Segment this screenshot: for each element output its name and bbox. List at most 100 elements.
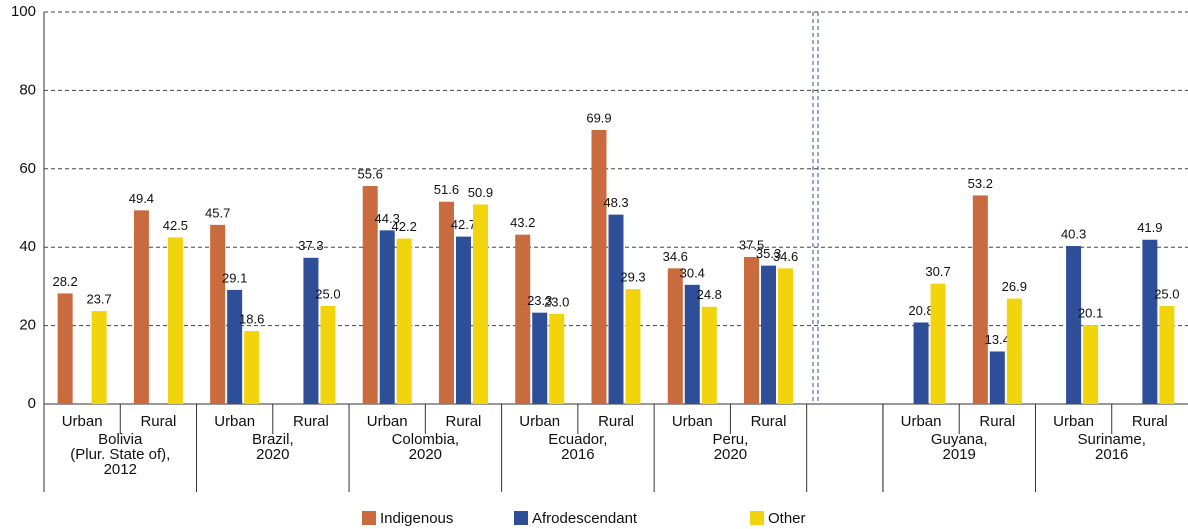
group-label: 2016 (561, 446, 594, 463)
value-label: 28.2 (52, 274, 77, 289)
bar (972, 195, 988, 404)
legend-swatch (362, 511, 376, 525)
value-label: 43.2 (510, 215, 535, 230)
bar (227, 289, 243, 404)
y-tick-label: 80 (19, 81, 36, 98)
value-label: 13.4 (985, 332, 1010, 347)
x-tick-label: Urban (901, 413, 942, 430)
bar (591, 129, 607, 404)
x-tick-label: Rural (1132, 413, 1168, 430)
bar (379, 230, 395, 404)
bar (133, 210, 149, 404)
value-label: 45.7 (205, 205, 230, 220)
bar (1159, 306, 1175, 404)
legend-swatch (750, 511, 764, 525)
value-label: 29.1 (222, 270, 247, 285)
bar (57, 293, 73, 404)
bar (761, 265, 777, 404)
bar (1083, 325, 1099, 404)
value-label: 24.8 (697, 287, 722, 302)
bar (684, 284, 700, 404)
group-label: Guyana, (931, 431, 988, 448)
value-label: 35.3 (756, 246, 781, 261)
value-label: 23.7 (86, 292, 111, 307)
group-label: Colombia, (392, 431, 460, 448)
x-tick-label: Rural (751, 413, 787, 430)
legend-label: Other (768, 510, 806, 527)
value-label: 23.3 (527, 293, 552, 308)
bar (1142, 239, 1158, 404)
x-tick-label: Rural (293, 413, 329, 430)
x-tick-label: Rural (140, 413, 176, 430)
bar (913, 322, 929, 404)
y-tick-label: 0 (28, 395, 36, 412)
value-label: 48.3 (603, 195, 628, 210)
bar (1066, 246, 1082, 404)
value-label: 25.0 (315, 286, 340, 301)
bar (472, 204, 488, 404)
value-label: 37.5 (739, 237, 764, 252)
bar (362, 186, 378, 404)
value-label: 50.9 (468, 185, 493, 200)
value-label: 42.7 (451, 217, 476, 232)
bar (778, 268, 794, 404)
y-tick-label: 40 (19, 238, 36, 255)
value-label: 41.9 (1137, 220, 1162, 235)
value-label: 53.2 (968, 176, 993, 191)
value-label: 20.8 (908, 303, 933, 318)
value-label: 30.4 (680, 265, 705, 280)
bar (1006, 298, 1022, 404)
group-label: Brazil, (252, 431, 294, 448)
group-label: Suriname, (1078, 431, 1146, 448)
group-label: 2012 (104, 461, 137, 478)
value-label: 25.0 (1154, 286, 1179, 301)
group-label: 2019 (943, 446, 976, 463)
bar (989, 351, 1005, 404)
bar (455, 236, 471, 404)
value-label: 34.6 (663, 249, 688, 264)
bar (438, 201, 454, 404)
bar (396, 238, 412, 404)
bar (744, 257, 760, 404)
x-tick-label: Urban (62, 413, 103, 430)
bar (320, 306, 336, 404)
value-label: 23.0 (544, 294, 569, 309)
bar (608, 214, 624, 404)
y-tick-label: 20 (19, 317, 36, 334)
value-label: 42.2 (392, 219, 417, 234)
group-label: (Plur. State of), (70, 446, 170, 463)
bar (303, 257, 319, 404)
legend-swatch (514, 511, 528, 525)
x-tick-label: Rural (446, 413, 482, 430)
bar (167, 237, 183, 404)
bar (701, 306, 717, 404)
bar (244, 331, 260, 404)
value-label: 26.9 (1002, 279, 1027, 294)
bar (625, 289, 641, 404)
bar (210, 224, 226, 404)
legend-label: Afrodescendant (532, 510, 638, 527)
x-tick-label: Rural (598, 413, 634, 430)
group-label: 2016 (1095, 446, 1128, 463)
bar (515, 234, 531, 404)
x-tick-label: Urban (519, 413, 560, 430)
group-label: 2020 (256, 446, 289, 463)
y-tick-label: 60 (19, 160, 36, 177)
bar (549, 313, 565, 404)
group-label: Peru, (712, 431, 748, 448)
bar (930, 283, 946, 404)
value-label: 55.6 (358, 166, 383, 181)
group-label: Ecuador, (548, 431, 607, 448)
group-label: 2020 (714, 446, 747, 463)
value-label: 69.9 (586, 110, 611, 125)
x-tick-label: Urban (1053, 413, 1094, 430)
value-label: 34.6 (773, 249, 798, 264)
x-tick-label: Rural (979, 413, 1015, 430)
value-label: 49.4 (129, 191, 154, 206)
value-label: 40.3 (1061, 226, 1086, 241)
bar (532, 312, 548, 404)
group-label: 2020 (409, 446, 442, 463)
x-tick-label: Urban (367, 413, 408, 430)
value-label: 44.3 (375, 211, 400, 226)
